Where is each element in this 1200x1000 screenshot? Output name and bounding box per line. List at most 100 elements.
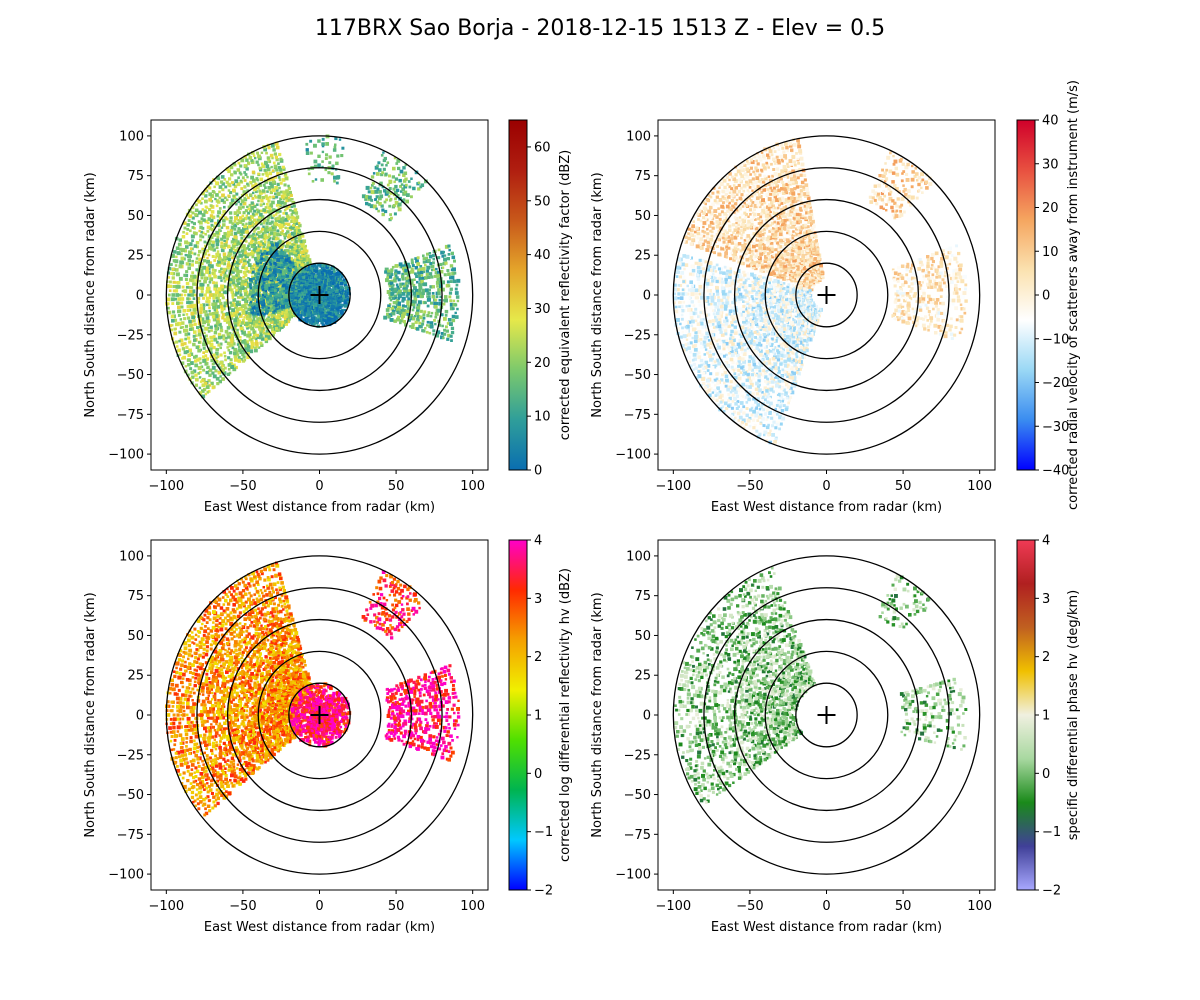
echo-cell [317,313,320,316]
echo-cell [256,298,259,301]
echo-cell [434,322,437,326]
echo-cell [435,333,440,338]
echo-cell [217,371,221,375]
echo-cell [166,297,171,302]
echo-cell [286,222,291,227]
echo-cell [259,213,263,217]
echo-cell [190,327,195,331]
echo-cell [233,235,238,239]
echo-cell [274,277,278,282]
echo-cell [258,183,263,187]
echo-cell [370,198,374,202]
echo-cell [195,279,199,283]
echo-cell [233,251,237,255]
echo-cell [241,353,245,357]
echo-cell [226,332,230,336]
echo-cell [297,222,301,225]
echo-cell [249,284,252,288]
echo-cell [274,283,278,288]
echo-cell [215,246,219,250]
echo-cell [264,272,269,276]
echo-cell [266,330,270,335]
echo-cell [198,210,202,215]
echo-cell [410,195,413,199]
echo-cell [270,220,274,224]
echo-cell [445,283,450,288]
echo-cell [294,246,298,250]
echo-cell [282,279,287,284]
echo-cell [216,250,220,253]
echo-cell [209,368,213,372]
echo-cell [199,303,203,307]
echo-cell [383,200,387,204]
echo-cell [220,198,225,203]
echo-cell [195,257,199,260]
echo-cell [395,298,400,303]
echo-cell [236,209,240,213]
echo-cell [250,296,255,301]
echo-cell [244,313,248,316]
echo-cell [188,304,193,309]
echo-cell [345,288,349,292]
echo-cell [248,325,252,329]
echo-cell [415,259,419,264]
echo-cell [218,207,222,210]
echo-cell [258,189,262,193]
echo-cell [218,196,222,200]
echo-cell [287,234,292,238]
echo-cell [255,285,260,289]
echo-cell [202,259,207,263]
echo-cell [219,273,223,277]
echo-cell [393,278,397,283]
echo-cell [388,292,393,296]
echo-cell [181,289,185,293]
echo-cell [229,325,233,329]
echo-cell [261,287,264,291]
echo-cell [261,173,265,176]
echo-cell [262,268,266,272]
echo-cell [196,296,200,301]
echo-cell [386,312,390,316]
echo-cell [239,239,243,243]
echo-cell [394,269,398,273]
echo-cell [281,178,286,182]
echo-cell [306,304,310,308]
echo-cell [304,282,308,287]
echo-cell [199,282,204,287]
echo-cell [206,256,209,260]
echo-cell [400,309,404,313]
echo-cell [334,304,338,307]
echo-cell [211,215,216,220]
echo-cell [248,338,252,342]
echo-cell [278,297,282,301]
echo-cell [228,219,233,224]
echo-cell [234,179,239,184]
echo-cell [401,296,406,301]
echo-cell [204,194,208,198]
echo-cell [280,200,285,205]
echo-cell [271,300,275,304]
echo-cell [409,325,412,328]
echo-cell [212,248,216,252]
echo-cell [187,293,191,297]
echo-cell [420,279,424,284]
echo-cell [395,303,400,307]
echo-cell [418,282,422,287]
echo-cell [251,212,255,216]
echo-cell [442,336,445,340]
echo-cell [416,315,421,319]
echo-cell [285,212,288,215]
echo-cell [274,176,277,179]
echo-cell [227,189,231,192]
echo-cell [240,329,244,333]
echo-cell [386,190,390,194]
echo-cell [215,181,219,185]
echo-cell [298,305,302,308]
echo-cell [250,342,255,346]
echo-cell [371,184,374,187]
echo-cell [441,266,445,269]
echo-cell [245,343,250,347]
echo-cell [252,290,256,294]
echo-cell [214,311,219,315]
echo-cell [240,339,245,344]
